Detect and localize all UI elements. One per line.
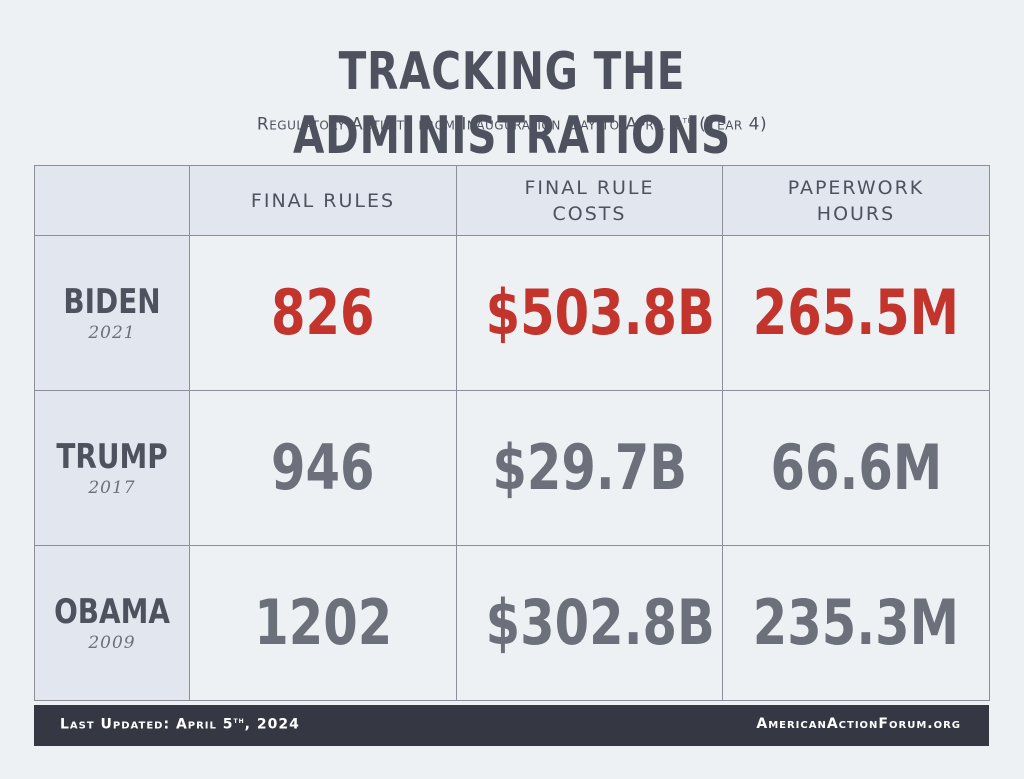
data-value: 235.3M: [752, 586, 960, 659]
table-cell: $503.8B: [456, 235, 723, 391]
data-table: FINAL RULES FINAL RULE COSTS PAPERWORK H…: [34, 165, 990, 701]
page-subtitle: Regulatory Activity from Inauguration Da…: [0, 110, 1024, 136]
data-value: 946: [271, 431, 375, 504]
column-header-label: FINAL RULE COSTS: [524, 176, 655, 225]
data-value: 826: [271, 276, 375, 349]
footer-bar: Last Updated: April 5th, 2024 AmericanAc…: [34, 705, 989, 746]
table-cell: $29.7B: [456, 390, 723, 546]
subtitle-sup: th: [682, 115, 694, 126]
data-value: $302.8B: [485, 586, 715, 659]
last-updated-sup: th: [233, 716, 245, 726]
administration-name: TRUMP: [56, 437, 168, 477]
column-header-label: PAPERWORK HOURS: [787, 176, 925, 225]
table-corner-cell: [34, 165, 190, 236]
administration-year: 2009: [88, 633, 136, 653]
data-value: 66.6M: [770, 431, 942, 504]
table-cell: 235.3M: [722, 545, 990, 701]
administration-year: 2017: [88, 478, 136, 498]
table-cell: 66.6M: [722, 390, 990, 546]
table-row-trump: TRUMP 2017 946 $29.7B 66.6M: [34, 390, 990, 546]
last-updated-prefix: Last Updated: April 5: [60, 716, 234, 733]
administration-name: BIDEN: [63, 282, 161, 322]
data-value: 1202: [253, 586, 393, 659]
table-row-obama: OBAMA 2009 1202 $302.8B 235.3M: [34, 545, 990, 701]
row-header-biden: BIDEN 2021: [34, 235, 190, 391]
table-cell: 265.5M: [722, 235, 990, 391]
subtitle-text: Regulatory Activity from Inauguration Da…: [256, 114, 683, 135]
page-title: TRACKING THE ADMINISTRATIONS: [292, 42, 731, 166]
row-header-obama: OBAMA 2009: [34, 545, 190, 701]
table-cell: 826: [189, 235, 457, 391]
table-cell: $302.8B: [456, 545, 723, 701]
subtitle-tail: (Year 4): [693, 114, 768, 135]
data-value: $29.7B: [492, 431, 687, 504]
source-link[interactable]: AmericanActionForum.org: [756, 716, 961, 732]
column-header: FINAL RULE COSTS: [456, 165, 723, 236]
table-header-row: FINAL RULES FINAL RULE COSTS PAPERWORK H…: [34, 165, 990, 236]
column-header: PAPERWORK HOURS: [722, 165, 990, 236]
column-header-label: FINAL RULES: [250, 189, 396, 212]
administration-year: 2021: [88, 323, 136, 343]
last-updated: Last Updated: April 5th, 2024: [60, 716, 300, 733]
data-table-container: FINAL RULES FINAL RULE COSTS PAPERWORK H…: [34, 165, 990, 704]
last-updated-suffix: , 2024: [244, 716, 300, 733]
row-header-trump: TRUMP 2017: [34, 390, 190, 546]
table-cell: 1202: [189, 545, 457, 701]
table-cell: 946: [189, 390, 457, 546]
data-value: $503.8B: [485, 276, 715, 349]
data-value: 265.5M: [752, 276, 960, 349]
administration-name: OBAMA: [54, 592, 170, 632]
column-header: FINAL RULES: [189, 165, 457, 236]
table-row-biden: BIDEN 2021 826 $503.8B 265.5M: [34, 235, 990, 391]
